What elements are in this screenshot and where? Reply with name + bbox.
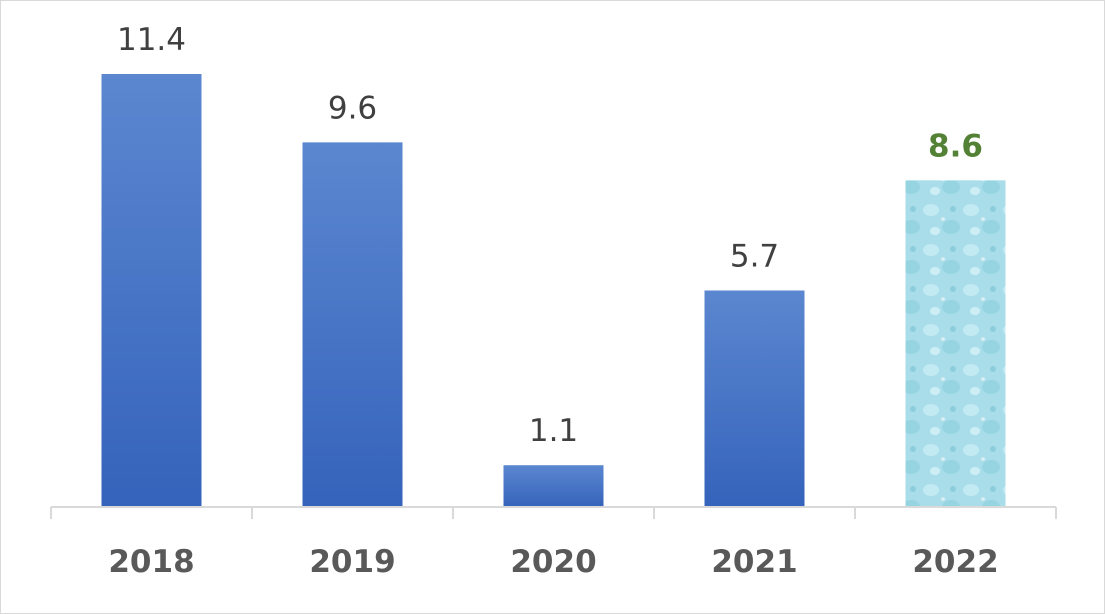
bar-2018 bbox=[101, 74, 202, 507]
category-label-2020: 2020 bbox=[510, 544, 596, 580]
data-label-2019: 9.6 bbox=[328, 90, 377, 126]
category-labels-group: 2018 2019 2020 2021 2022 bbox=[108, 544, 998, 580]
data-label-2022: 8.6 bbox=[928, 128, 983, 164]
category-label-2022: 2022 bbox=[912, 544, 998, 580]
category-label-2021: 2021 bbox=[711, 544, 797, 580]
bar-2019 bbox=[302, 142, 403, 508]
bars-group bbox=[101, 74, 1006, 508]
bar-2020 bbox=[503, 465, 604, 507]
x-axis bbox=[50, 506, 1057, 519]
data-labels-group: 11.4 9.6 1.1 5.7 8.6 bbox=[117, 22, 983, 449]
bar-2021 bbox=[704, 290, 805, 507]
data-label-2020: 1.1 bbox=[529, 413, 578, 449]
data-label-2021: 5.7 bbox=[730, 239, 779, 275]
category-label-2019: 2019 bbox=[309, 544, 395, 580]
bar-2022 bbox=[905, 180, 1006, 507]
category-label-2018: 2018 bbox=[108, 544, 194, 580]
data-label-2018: 11.4 bbox=[117, 22, 186, 58]
